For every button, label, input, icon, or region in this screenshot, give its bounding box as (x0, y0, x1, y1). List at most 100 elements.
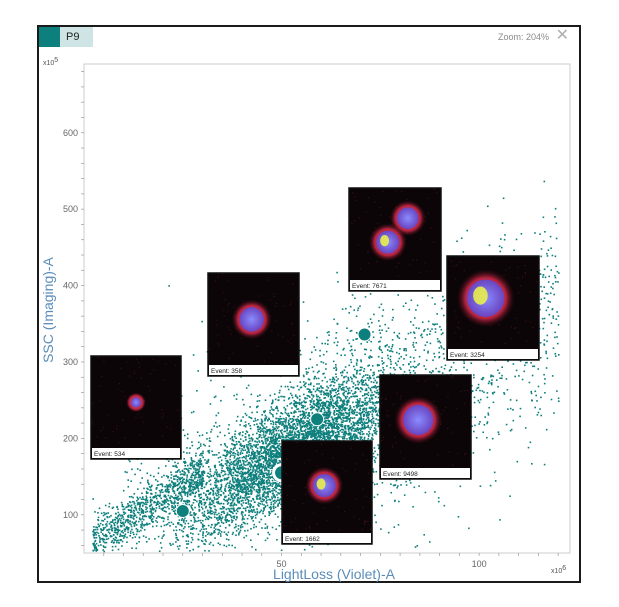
data-point (217, 533, 219, 535)
data-point (294, 418, 297, 421)
data-point (206, 475, 209, 477)
data-point (331, 439, 333, 441)
data-point (249, 490, 252, 492)
data-point (368, 420, 370, 423)
data-point (308, 428, 311, 430)
data-point (263, 476, 265, 478)
data-point (367, 414, 370, 416)
data-point (198, 519, 200, 522)
data-point (209, 473, 211, 475)
data-point (269, 453, 272, 456)
data-point (285, 420, 287, 423)
data-point (280, 450, 282, 453)
data-point (191, 464, 193, 467)
data-point (175, 526, 177, 528)
data-point (292, 418, 295, 421)
data-point (187, 543, 190, 545)
data-point (358, 405, 360, 408)
data-point (192, 548, 194, 551)
data-point (268, 461, 270, 464)
data-point (368, 379, 370, 381)
data-point (224, 489, 226, 492)
data-point (325, 416, 327, 419)
data-point (226, 499, 228, 502)
data-point (345, 411, 347, 414)
data-point (292, 403, 295, 405)
data-point (192, 533, 194, 535)
data-point (259, 434, 262, 436)
data-point (195, 484, 197, 486)
data-point (346, 420, 348, 422)
data-point (218, 522, 220, 524)
data-point (246, 459, 248, 462)
data-point (340, 423, 342, 426)
data-point (313, 385, 315, 388)
data-point (240, 450, 243, 452)
data-point (237, 490, 239, 493)
data-point (323, 393, 325, 396)
data-point (370, 406, 373, 409)
data-point (250, 473, 252, 476)
data-point (319, 435, 321, 438)
data-point (313, 432, 315, 434)
data-point (170, 544, 172, 546)
data-point (353, 417, 356, 419)
data-point (234, 444, 237, 446)
data-point (262, 432, 265, 434)
data-point (273, 428, 276, 431)
data-point (219, 543, 221, 546)
data-point (322, 437, 325, 440)
data-point (232, 499, 235, 502)
data-point (318, 432, 320, 434)
data-point (315, 394, 318, 396)
data-point (303, 375, 305, 378)
data-point (245, 497, 247, 499)
data-point (202, 534, 204, 536)
data-point (204, 543, 206, 546)
data-point (254, 471, 257, 474)
data-point (211, 499, 213, 502)
data-point (140, 529, 142, 532)
data-point (328, 424, 331, 426)
data-point (252, 487, 255, 489)
data-point (346, 380, 348, 382)
data-point (305, 411, 307, 414)
data-point (305, 436, 308, 438)
data-point (226, 466, 229, 469)
data-point (244, 491, 246, 493)
data-point (277, 447, 280, 450)
data-point (269, 506, 272, 508)
data-point (252, 468, 254, 471)
data-point (199, 530, 201, 532)
data-point (241, 504, 243, 507)
data-point (197, 516, 199, 519)
data-point (255, 489, 258, 491)
data-point (262, 494, 264, 496)
data-point (266, 419, 269, 422)
data-point (241, 479, 243, 481)
data-point (234, 474, 237, 476)
data-point (241, 489, 244, 492)
data-point (332, 421, 334, 423)
data-point (235, 437, 237, 440)
data-point (371, 424, 373, 427)
data-point (329, 393, 332, 396)
data-point (339, 399, 342, 402)
data-point (367, 416, 370, 419)
data-point (280, 549, 283, 552)
data-point (320, 399, 322, 401)
data-point (358, 428, 360, 430)
data-point (249, 440, 251, 442)
data-point (366, 403, 369, 405)
data-point (204, 459, 206, 461)
data-point (266, 438, 269, 440)
data-point (288, 437, 291, 440)
data-point (353, 406, 355, 408)
data-point (237, 485, 239, 487)
data-point (239, 529, 242, 532)
data-point (343, 394, 345, 397)
data-point (213, 527, 215, 529)
data-point (178, 469, 180, 471)
data-point (429, 330, 432, 332)
